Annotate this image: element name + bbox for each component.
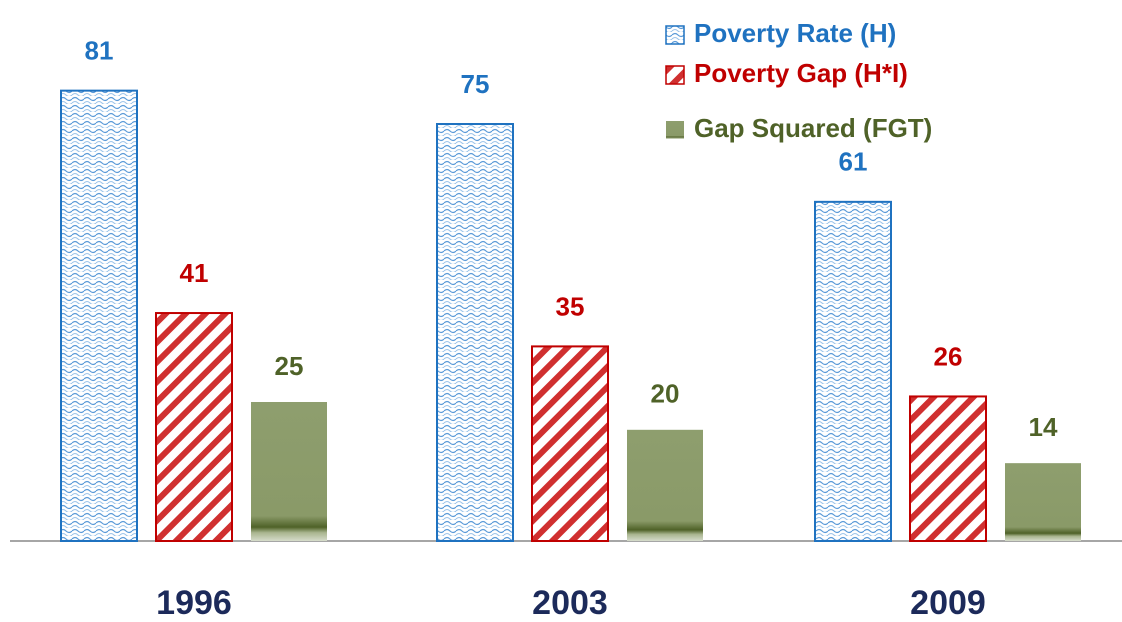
value-label: 75 xyxy=(461,69,490,99)
value-label: 25 xyxy=(275,351,304,381)
value-label: 41 xyxy=(180,258,209,288)
legend-swatch xyxy=(666,121,684,139)
legend-swatch xyxy=(665,65,685,85)
bar xyxy=(909,395,987,542)
value-label: 26 xyxy=(934,341,963,371)
value-label: 61 xyxy=(839,147,868,177)
legend-label: Poverty Gap (H*I) xyxy=(694,58,908,88)
bar xyxy=(155,312,233,543)
bar xyxy=(60,89,138,542)
legend-swatch xyxy=(665,25,685,45)
bar xyxy=(531,345,609,542)
value-label: 35 xyxy=(556,291,585,321)
value-label: 81 xyxy=(85,36,114,66)
bar xyxy=(436,123,514,542)
bar xyxy=(251,402,327,541)
legend-label: Poverty Rate (H) xyxy=(694,18,896,48)
value-label: 14 xyxy=(1029,412,1058,442)
legend-label: Gap Squared (FGT) xyxy=(694,113,932,143)
value-label: 20 xyxy=(651,379,680,409)
bar xyxy=(814,200,892,542)
bar xyxy=(1005,463,1081,541)
bar xyxy=(627,429,703,541)
x-tick-label: 2003 xyxy=(532,584,608,622)
x-tick-label: 1996 xyxy=(156,584,232,622)
x-tick-label: 2009 xyxy=(910,584,986,622)
